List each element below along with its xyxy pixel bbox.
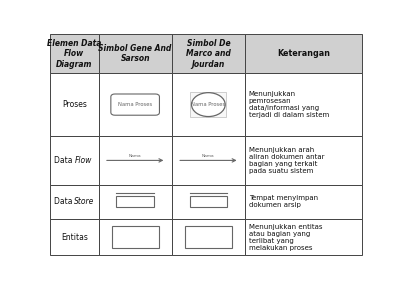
Bar	[244, 34, 361, 73]
Bar	[171, 185, 244, 219]
Bar	[171, 73, 244, 136]
Text: Nama: Nama	[202, 154, 214, 158]
Bar	[50, 136, 98, 185]
Bar	[50, 34, 98, 73]
Text: Data: Data	[53, 156, 74, 165]
Text: Store: Store	[74, 197, 95, 206]
Text: Proses: Proses	[62, 100, 87, 109]
Text: Nama Proses: Nama Proses	[191, 102, 225, 107]
Bar	[244, 73, 361, 136]
Bar	[189, 196, 227, 208]
Bar	[98, 219, 171, 255]
Text: Flow: Flow	[74, 156, 91, 165]
Text: Menunjukkan
pemrosesan
data/informasi yang
terjadi di dalam sistem: Menunjukkan pemrosesan data/informasi ya…	[248, 91, 328, 118]
Text: Entitas: Entitas	[61, 233, 87, 242]
Bar	[98, 73, 171, 136]
Bar	[116, 196, 154, 208]
Bar	[98, 185, 171, 219]
Bar	[98, 136, 171, 185]
Text: Menunjukkan arah
aliran dokumen antar
bagian yang terkait
pada suatu sistem: Menunjukkan arah aliran dokumen antar ba…	[248, 147, 323, 174]
Text: Data: Data	[53, 197, 74, 206]
Text: Nama Proses: Nama Proses	[118, 102, 152, 107]
Text: Simbol De
Marco and
Jourdan: Simbol De Marco and Jourdan	[185, 39, 230, 69]
Text: Elemen Data
Flow
Diagram: Elemen Data Flow Diagram	[47, 39, 101, 69]
FancyBboxPatch shape	[111, 94, 159, 115]
Bar	[111, 226, 158, 248]
Circle shape	[191, 93, 225, 117]
Bar	[190, 92, 226, 117]
Text: Tempat menyimpan
dokumen arsip: Tempat menyimpan dokumen arsip	[248, 195, 317, 208]
Text: Menunjukkan entitas
atau bagian yang
terlibat yang
melakukan proses: Menunjukkan entitas atau bagian yang ter…	[248, 224, 322, 251]
Bar	[50, 185, 98, 219]
Bar	[50, 219, 98, 255]
Text: Nama: Nama	[128, 154, 141, 158]
Bar	[171, 219, 244, 255]
Bar	[184, 226, 231, 248]
Bar	[50, 73, 98, 136]
Bar	[244, 185, 361, 219]
Bar	[98, 34, 171, 73]
Bar	[171, 136, 244, 185]
Text: Keterangan: Keterangan	[276, 49, 329, 58]
Text: Simbol Gene And
Sarson: Simbol Gene And Sarson	[98, 44, 171, 63]
Bar	[244, 219, 361, 255]
Bar	[244, 136, 361, 185]
Bar	[171, 34, 244, 73]
